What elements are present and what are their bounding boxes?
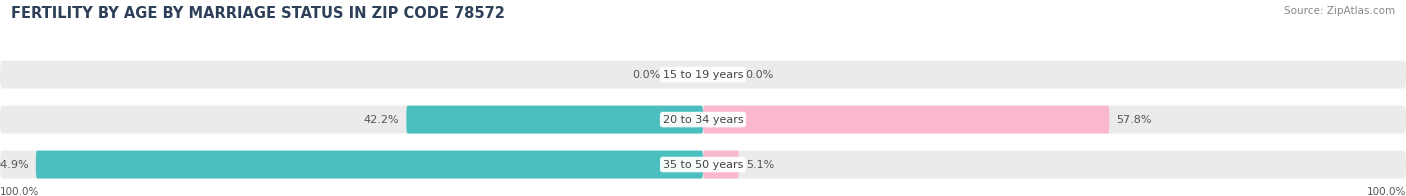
- FancyBboxPatch shape: [0, 61, 1406, 89]
- FancyBboxPatch shape: [703, 106, 1109, 133]
- Text: 57.8%: 57.8%: [1116, 114, 1152, 125]
- FancyBboxPatch shape: [35, 151, 703, 179]
- Text: 15 to 19 years: 15 to 19 years: [662, 70, 744, 80]
- Text: 0.0%: 0.0%: [633, 70, 661, 80]
- FancyBboxPatch shape: [0, 106, 1406, 133]
- Text: 5.1%: 5.1%: [747, 160, 775, 170]
- FancyBboxPatch shape: [703, 151, 740, 179]
- FancyBboxPatch shape: [406, 106, 703, 133]
- Text: 100.0%: 100.0%: [1367, 187, 1406, 196]
- Text: 94.9%: 94.9%: [0, 160, 28, 170]
- FancyBboxPatch shape: [0, 151, 1406, 179]
- Text: 0.0%: 0.0%: [745, 70, 773, 80]
- Text: 35 to 50 years: 35 to 50 years: [662, 160, 744, 170]
- Text: FERTILITY BY AGE BY MARRIAGE STATUS IN ZIP CODE 78572: FERTILITY BY AGE BY MARRIAGE STATUS IN Z…: [11, 6, 505, 21]
- Text: 42.2%: 42.2%: [364, 114, 399, 125]
- Text: Source: ZipAtlas.com: Source: ZipAtlas.com: [1284, 6, 1395, 16]
- Text: 100.0%: 100.0%: [0, 187, 39, 196]
- Text: 20 to 34 years: 20 to 34 years: [662, 114, 744, 125]
